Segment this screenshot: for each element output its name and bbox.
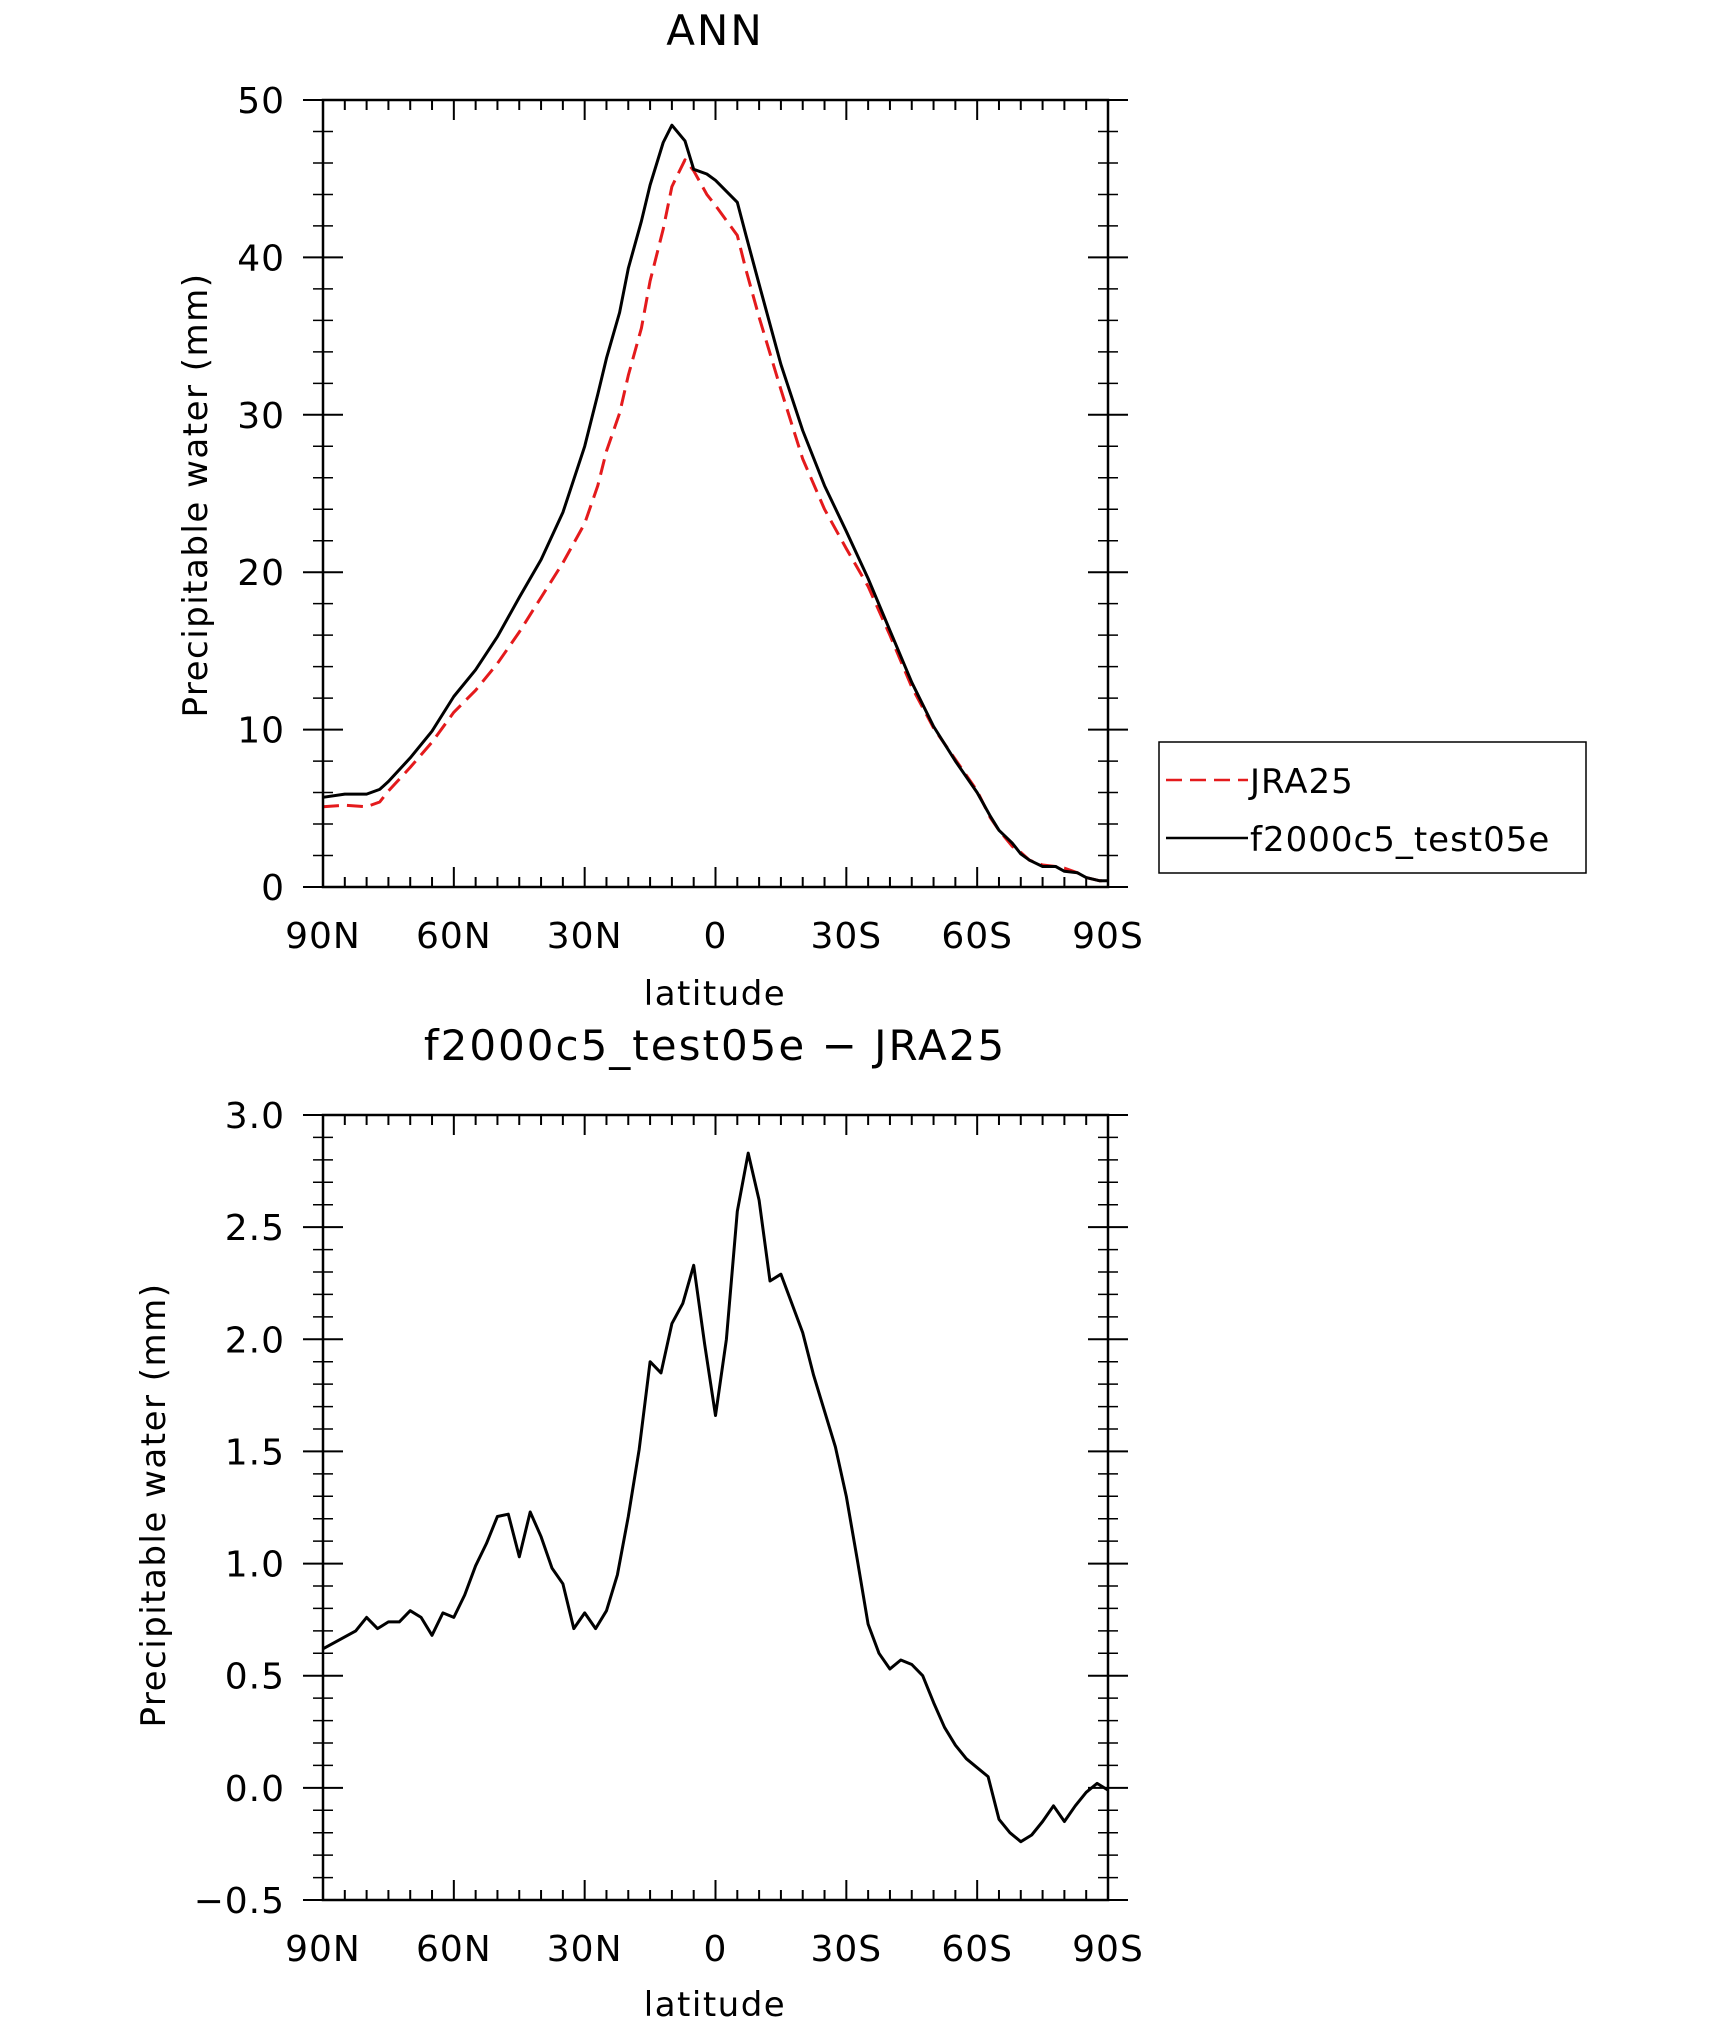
- x-axis-label: latitude: [644, 1985, 786, 2021]
- x-tick-label: 30N: [547, 1929, 623, 1970]
- series-lines: [322, 1151, 1109, 1844]
- x-tick-label: 30N: [547, 916, 623, 957]
- y-tick-label: 2.0: [225, 1320, 285, 1361]
- chart-title: ANN: [666, 6, 764, 55]
- y-tick-label: 3.0: [225, 1096, 285, 1137]
- x-tick-label: 90S: [1072, 916, 1144, 957]
- y-tick-label: 0.5: [225, 1657, 285, 1698]
- axis-ticks: [303, 1114, 1128, 1901]
- y-tick-label: 10: [237, 711, 285, 752]
- x-tick-label: 30S: [810, 916, 882, 957]
- y-tick-label: 20: [237, 553, 285, 594]
- legend-label-f2000c5-test05e: f2000c5_test05e: [1250, 820, 1550, 860]
- panel-difference: f2000c5_test05e − JRA25 latitude Precipi…: [134, 1021, 1144, 2021]
- chart-title: f2000c5_test05e − JRA25: [424, 1021, 1006, 1070]
- x-tick-label: 60N: [416, 916, 492, 957]
- x-tick-label: 60S: [941, 916, 1013, 957]
- x-tick-label: 90S: [1072, 1929, 1144, 1970]
- legend: JRA25 f2000c5_test05e: [1158, 741, 1587, 874]
- y-tick-label: 2.5: [225, 1208, 285, 1249]
- y-tick-label: 30: [237, 396, 285, 437]
- series-line-difference: [322, 1151, 1109, 1844]
- y-tick-label: 0: [261, 868, 285, 909]
- y-tick-label: −0.5: [194, 1881, 285, 1922]
- y-tick-label: 0.0: [225, 1769, 285, 1810]
- x-axis-label: latitude: [644, 974, 786, 1014]
- axis-ticks: [303, 99, 1128, 888]
- tick-labels: 90N 60N 30N 0 30S 60S 90S −0.5 0.0 0.5 1.0 1.5 2.0 2.…: [194, 1096, 1144, 1970]
- x-tick-label: 60S: [941, 1929, 1013, 1970]
- y-tick-label: 50: [237, 81, 285, 122]
- y-axis-label: Precipitable water (mm): [134, 1282, 174, 1727]
- x-tick-label: 90N: [285, 1929, 361, 1970]
- y-axis-label: Precipitable water (mm): [176, 272, 216, 717]
- series-line-f2000c5-test05e: [322, 123, 1108, 883]
- y-tick-label: 40: [237, 238, 285, 279]
- series-line-jra25: [322, 158, 1108, 883]
- x-tick-label: 30S: [810, 1929, 882, 1970]
- x-tick-label: 0: [704, 916, 728, 957]
- plot-frame: [321, 1113, 1110, 1902]
- x-tick-label: 0: [704, 1929, 728, 1970]
- plot-frame: [321, 98, 1110, 889]
- legend-box: [1158, 741, 1587, 874]
- y-tick-label: 1.0: [225, 1545, 285, 1586]
- x-tick-label: 60N: [416, 1929, 492, 1970]
- legend-label-jra25: JRA25: [1248, 762, 1354, 802]
- y-tick-label: 1.5: [225, 1432, 285, 1473]
- tick-labels: 90N 60N 30N 0 30S 60S 90S 0 10 20 30 40 50: [237, 81, 1144, 957]
- panel-precipitable-water: ANN latitude Precipitable water (mm) 90N…: [176, 6, 1587, 1014]
- series-lines: [322, 123, 1108, 883]
- x-tick-label: 90N: [285, 916, 361, 957]
